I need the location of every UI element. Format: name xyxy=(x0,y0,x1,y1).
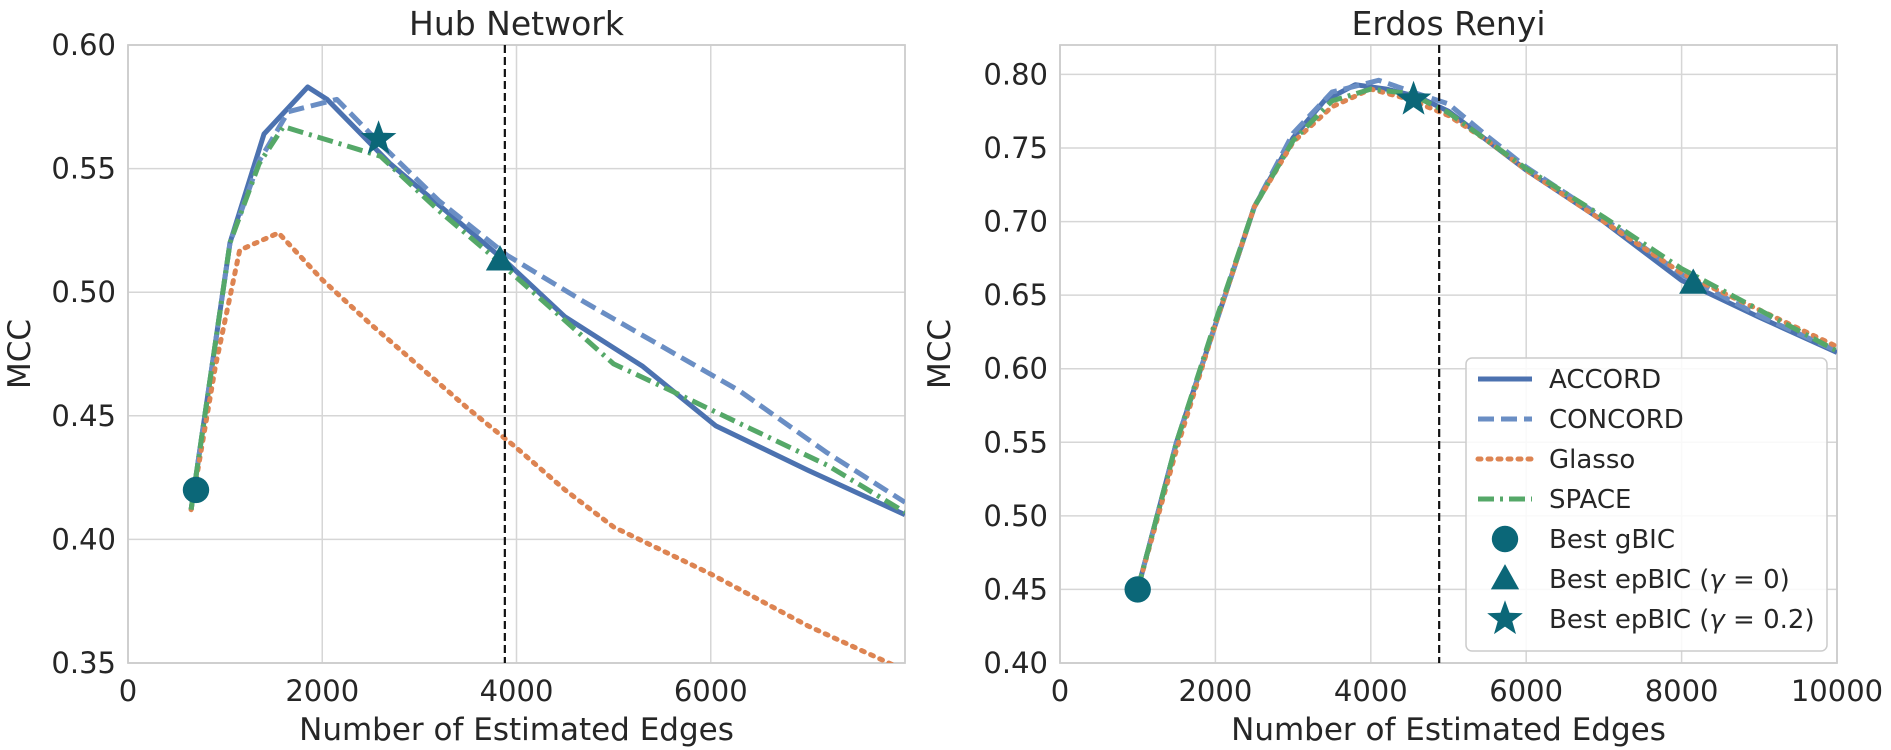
legend-entry-label: CONCORD xyxy=(1549,405,1684,435)
legend-label-text: SPACE xyxy=(1549,485,1631,515)
legend-entry-label: Best gBIC xyxy=(1549,525,1675,555)
y-tick-label: 0.40 xyxy=(983,646,1048,680)
legend-box xyxy=(1465,357,1828,652)
chart-title: Erdos Renyi xyxy=(1351,4,1545,43)
x-tick-label: 4000 xyxy=(480,674,554,708)
y-tick-label: 0.75 xyxy=(983,131,1048,165)
legend-label-suffix: = 0) xyxy=(1725,565,1790,595)
y-tick-label: 0.65 xyxy=(983,278,1048,312)
marker-star xyxy=(360,120,397,155)
chart-title: Hub Network xyxy=(409,4,625,43)
y-tick-label: 0.45 xyxy=(983,572,1048,606)
legend-entry-label: ACCORD xyxy=(1549,365,1661,395)
plot-frame xyxy=(1059,44,1838,664)
x-axis-label: Number of Estimated Edges xyxy=(1231,712,1666,748)
legend-marker-triangle xyxy=(1490,564,1520,590)
legend-label-text: Glasso xyxy=(1549,445,1635,475)
x-tick-label: 10000 xyxy=(1791,674,1883,708)
legend-entry-label: Glasso xyxy=(1549,445,1635,475)
legend-label-suffix: = 0.2) xyxy=(1725,605,1815,635)
marker-triangle xyxy=(1679,268,1708,294)
x-tick-label: 2000 xyxy=(1178,674,1252,708)
erdos-renyi-panel: 0 2000 4000 6000 8000 10000 0.40 0.45 0.50 0.55 0.… xyxy=(922,4,1883,748)
y-tick-label: 0.55 xyxy=(51,152,116,186)
y-tick-label: 0.50 xyxy=(983,499,1048,533)
legend-label-text: Best gBIC xyxy=(1549,525,1675,555)
series-line-glasso xyxy=(188,230,895,663)
marker-circle xyxy=(1124,576,1151,603)
x-tick-label: 8000 xyxy=(1645,674,1719,708)
y-tick-label: 0.35 xyxy=(51,646,116,680)
x-tick-label: 2000 xyxy=(285,674,359,708)
series-line-space xyxy=(188,124,905,515)
x-tick-label: 0 xyxy=(119,674,137,708)
x-tick-label: 4000 xyxy=(1334,674,1408,708)
y-tick-label: 0.55 xyxy=(983,425,1048,459)
x-axis-label: Number of Estimated Edges xyxy=(299,712,734,748)
x-tick-label: 6000 xyxy=(674,674,748,708)
legend-label-gamma: γ xyxy=(1709,565,1726,595)
y-tick-label: 0.60 xyxy=(51,28,116,62)
legend-entry-label: SPACE xyxy=(1549,485,1631,515)
y-axis-label: MCC xyxy=(2,319,38,389)
legend-label-text: ACCORD xyxy=(1549,365,1661,395)
marker-triangle xyxy=(485,245,515,271)
y-tick-label: 0.40 xyxy=(51,522,116,556)
legend-marker-circle xyxy=(1491,525,1519,553)
legend-label-text: Best epBIC ( xyxy=(1549,565,1709,595)
marker-star xyxy=(1395,80,1432,115)
y-tick-label: 0.80 xyxy=(983,57,1048,91)
x-tick-label: 0 xyxy=(1051,674,1069,708)
legend-label-gamma: γ xyxy=(1709,605,1726,635)
legend-entry-label: Best epBIC (γ = 0) xyxy=(1549,565,1790,595)
y-tick-label: 0.45 xyxy=(51,399,116,433)
hub-network-panel: 0 2000 4000 6000 0.35 0.40 0.45 0.50 0.55 0.60 Hub… xyxy=(2,4,906,748)
x-tick-label: 6000 xyxy=(1489,674,1563,708)
legend-marker-star xyxy=(1487,600,1523,635)
legend-label-text: CONCORD xyxy=(1549,405,1684,435)
y-axis-label: MCC xyxy=(922,319,958,389)
plot-frame xyxy=(127,44,906,664)
series-line-accord xyxy=(188,84,905,517)
legend-entry-label: Best epBIC (γ = 0.2) xyxy=(1549,605,1815,635)
legend: ACCORD CONCORD Glasso SPACE Best gBIC Best ep… xyxy=(1465,357,1828,652)
legend-label-text: Best epBIC ( xyxy=(1549,605,1709,635)
y-tick-label: 0.70 xyxy=(983,205,1048,239)
marker-circle xyxy=(182,476,210,504)
y-tick-label: 0.60 xyxy=(983,352,1048,386)
series-group xyxy=(188,84,905,663)
y-tick-label: 0.50 xyxy=(51,275,116,309)
